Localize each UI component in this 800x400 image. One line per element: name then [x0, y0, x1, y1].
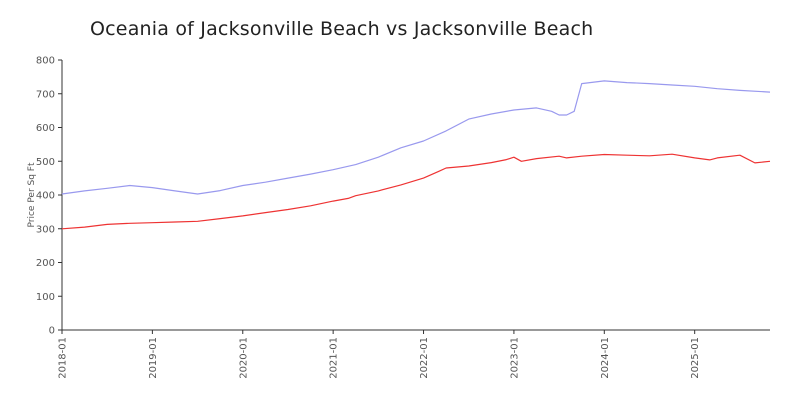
y-tick-label: 800 — [36, 56, 55, 67]
y-axis-label: Price Per Sq Ft — [27, 162, 37, 227]
y-tick-label: 200 — [36, 258, 55, 269]
y-ticks: 0 100 200 300 400 500 600 700 800 — [36, 56, 62, 337]
y-tick-label: 300 — [36, 224, 55, 235]
x-tick-label: 2021-01 — [329, 337, 340, 379]
series-line-1 — [61, 80, 771, 195]
y-tick-label: 500 — [36, 157, 55, 168]
x-tick-label: 2025-01 — [690, 337, 701, 379]
x-tick-label: 2024-01 — [600, 337, 611, 379]
series-group — [61, 80, 771, 230]
x-tick-label: 2018-01 — [58, 337, 69, 379]
y-tick-label: 0 — [49, 326, 55, 337]
x-tick-label: 2022-01 — [419, 337, 430, 379]
x-tick-label: 2020-01 — [238, 337, 249, 379]
series-line-2 — [61, 153, 771, 230]
x-ticks: 2018-01 2019-01 2020-01 2021-01 2022-01 2023-… — [58, 330, 701, 379]
y-tick-label: 700 — [36, 89, 55, 100]
y-tick-label: 600 — [36, 123, 55, 134]
x-tick-label: 2023-01 — [509, 337, 520, 379]
y-tick-label: 400 — [36, 191, 55, 202]
chart-title: Oceania of Jacksonville Beach vs Jackson… — [90, 18, 594, 40]
x-tick-label: 2019-01 — [148, 337, 159, 379]
y-tick-label: 100 — [36, 292, 55, 303]
